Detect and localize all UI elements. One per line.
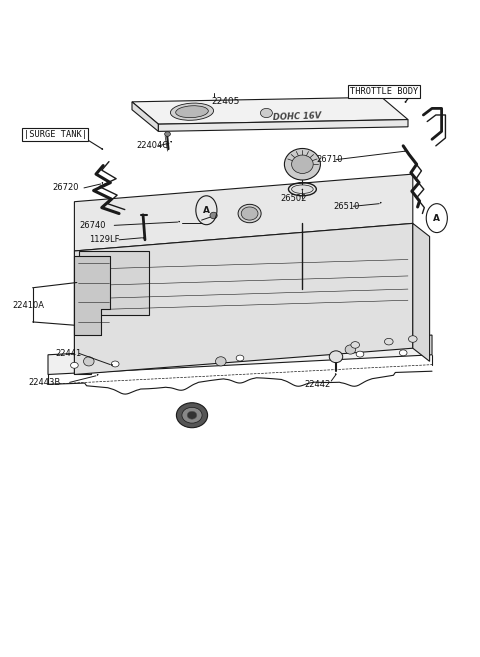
Text: 1129LF: 1129LF [89,235,120,244]
Text: 26710: 26710 [317,155,343,164]
Ellipse shape [238,204,261,223]
Ellipse shape [71,363,78,368]
Ellipse shape [329,351,343,363]
Polygon shape [74,251,91,374]
Polygon shape [132,97,408,124]
Ellipse shape [170,103,214,120]
Ellipse shape [284,148,321,180]
Ellipse shape [241,207,258,220]
Polygon shape [74,174,413,251]
Text: 22443B: 22443B [29,378,61,387]
Text: 22441: 22441 [55,349,82,358]
Ellipse shape [182,407,202,423]
Text: THROTTLE BODY: THROTTLE BODY [350,87,418,96]
Ellipse shape [236,355,244,361]
Text: 26502: 26502 [281,194,307,203]
Ellipse shape [356,351,364,357]
Text: 22404C: 22404C [137,141,169,150]
Ellipse shape [187,411,197,419]
Text: |SURGE TANK|: |SURGE TANK| [24,130,87,139]
Ellipse shape [177,403,207,428]
Ellipse shape [165,132,170,137]
Polygon shape [74,256,110,335]
Ellipse shape [261,108,273,118]
Ellipse shape [176,106,208,118]
Text: 22410A: 22410A [12,301,44,310]
Ellipse shape [84,357,94,366]
Ellipse shape [384,338,393,345]
Text: A: A [433,214,440,223]
Ellipse shape [399,350,407,356]
Text: 22442: 22442 [305,380,331,389]
Ellipse shape [345,345,356,354]
Polygon shape [132,102,158,131]
Polygon shape [413,223,430,361]
Text: 22405: 22405 [211,97,240,106]
Text: 26510: 26510 [334,202,360,211]
Ellipse shape [210,212,217,219]
Text: DOHC 16V: DOHC 16V [272,111,321,122]
Ellipse shape [408,336,417,342]
Ellipse shape [111,361,119,367]
Ellipse shape [291,155,313,173]
Polygon shape [158,120,408,131]
Polygon shape [74,223,413,374]
Polygon shape [48,335,432,374]
Ellipse shape [291,185,313,194]
Text: A: A [203,206,210,215]
Text: 26720: 26720 [53,183,79,193]
Polygon shape [79,251,149,315]
Text: 26740: 26740 [79,221,106,230]
Ellipse shape [351,342,360,348]
Ellipse shape [216,357,226,366]
